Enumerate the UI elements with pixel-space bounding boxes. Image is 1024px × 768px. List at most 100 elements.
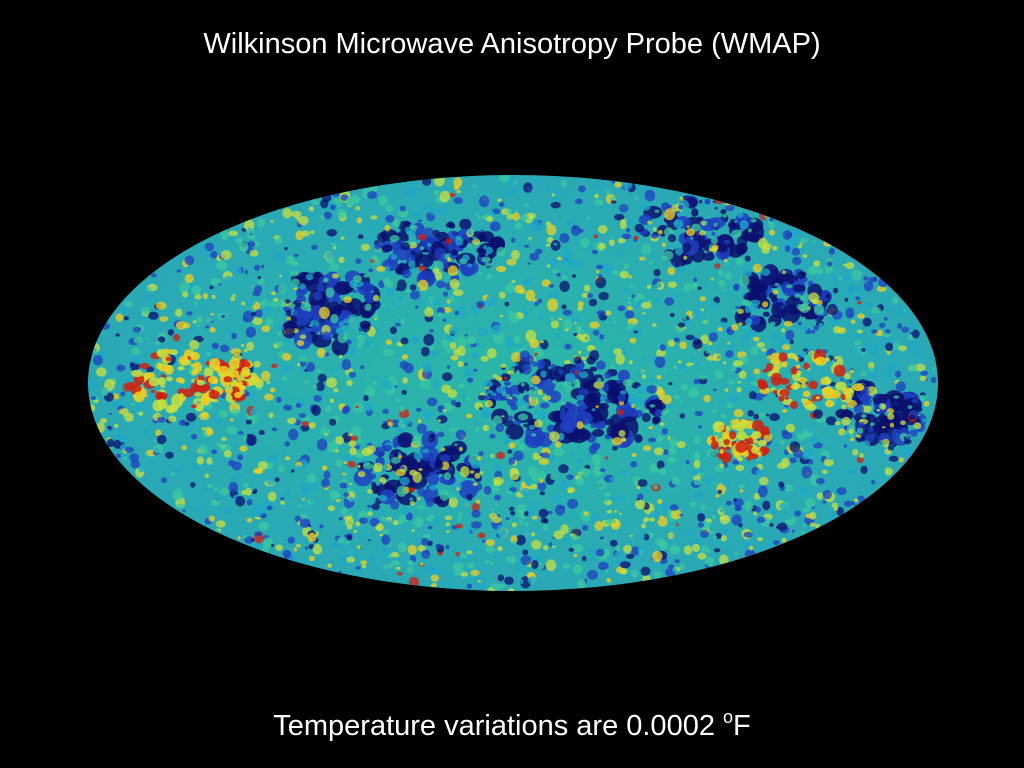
fluctuation-spot [220, 344, 230, 353]
fluctuation-spot [256, 517, 262, 520]
fluctuation-spot [497, 583, 506, 589]
fluctuation-spot [321, 331, 332, 341]
fluctuation-spot [724, 388, 729, 392]
fluctuation-spot [855, 434, 862, 438]
fluctuation-spot [221, 507, 232, 514]
fluctuation-spot [176, 503, 185, 509]
fluctuation-spot [692, 471, 699, 477]
fluctuation-spot [582, 525, 589, 531]
fluctuation-spot [116, 364, 126, 372]
fluctuation-spot [371, 255, 378, 262]
fluctuation-spot [595, 548, 605, 557]
fluctuation-spot [587, 293, 593, 298]
fluctuation-spot [360, 560, 368, 565]
fluctuation-spot [735, 257, 744, 266]
fluctuation-spot [360, 243, 370, 251]
fluctuation-spot [652, 323, 657, 327]
fluctuation-spot [226, 426, 237, 435]
fluctuation-spot [815, 267, 824, 274]
fluctuation-spot [794, 383, 801, 389]
fluctuation-spot [288, 428, 299, 441]
fluctuation-spot [316, 381, 325, 392]
fluctuation-spot [898, 345, 907, 352]
fluctuation-spot [705, 475, 715, 485]
fluctuation-spot [324, 405, 332, 412]
fluctuation-spot [234, 391, 242, 399]
fluctuation-spot [724, 258, 728, 263]
fluctuation-spot [908, 434, 912, 437]
fluctuation-spot [818, 322, 824, 329]
fluctuation-spot [614, 181, 622, 188]
fluctuation-spot [563, 247, 569, 252]
fluctuation-spot [755, 451, 762, 456]
fluctuation-spot [667, 266, 676, 276]
fluctuation-spot [149, 461, 154, 465]
fluctuation-spot [848, 428, 854, 435]
fluctuation-spot [246, 517, 253, 523]
fluctuation-spot [652, 550, 663, 563]
fluctuation-spot [781, 304, 801, 324]
fluctuation-spot [725, 425, 731, 432]
fluctuation-spot [230, 296, 236, 301]
fluctuation-spot [580, 237, 590, 248]
fluctuation-spot [758, 547, 763, 551]
fluctuation-spot [494, 494, 501, 501]
fluctuation-spot [634, 196, 639, 201]
fluctuation-spot [304, 546, 309, 550]
fluctuation-spot [661, 569, 666, 575]
fluctuation-spot [797, 271, 806, 280]
fluctuation-spot [642, 489, 647, 492]
fluctuation-spot [287, 536, 296, 544]
fluctuation-spot [123, 300, 133, 307]
fluctuation-spot [823, 458, 834, 467]
fluctuation-spot [271, 363, 278, 369]
fluctuation-spot [575, 198, 583, 205]
fluctuation-spot [387, 419, 392, 423]
fluctuation-spot [449, 342, 457, 350]
fluctuation-spot [734, 506, 742, 512]
fluctuation-spot [868, 426, 874, 433]
fluctuation-spot [746, 276, 759, 286]
fluctuation-spot [329, 489, 339, 501]
fluctuation-spot [238, 430, 244, 435]
fluctuation-spot [437, 419, 441, 423]
fluctuation-spot [517, 443, 526, 450]
fluctuation-spot [648, 299, 652, 302]
fluctuation-spot [477, 532, 486, 539]
fluctuation-spot [729, 430, 737, 440]
fluctuation-spot [448, 295, 455, 303]
fluctuation-spot [563, 271, 569, 276]
fluctuation-spot [512, 212, 520, 221]
fluctuation-spot [452, 482, 463, 492]
fluctuation-spot [633, 235, 639, 241]
fluctuation-spot [299, 482, 307, 489]
fluctuation-spot [534, 410, 540, 415]
fluctuation-spot [794, 510, 801, 517]
fluctuation-spot [205, 325, 210, 329]
fluctuation-spot [589, 321, 600, 329]
fluctuation-spot [612, 445, 618, 451]
fluctuation-spot [748, 545, 754, 551]
fluctuation-spot [393, 287, 397, 290]
fluctuation-spot [336, 367, 342, 371]
fluctuation-spot [627, 394, 639, 407]
fluctuation-spot [720, 535, 727, 542]
fluctuation-spot [416, 423, 427, 434]
fluctuation-spot [408, 260, 416, 269]
fluctuation-spot [683, 255, 688, 260]
fluctuation-spot [776, 462, 787, 470]
fluctuation-spot [531, 439, 541, 446]
fluctuation-spot [436, 415, 448, 424]
fluctuation-spot [585, 364, 590, 369]
fluctuation-spot [699, 375, 706, 380]
fluctuation-spot [375, 377, 382, 383]
fluctuation-spot [704, 200, 711, 205]
fluctuation-spot [437, 431, 445, 437]
fluctuation-spot [311, 325, 318, 332]
fluctuation-spot [424, 307, 434, 318]
fluctuation-spot [391, 336, 397, 344]
fluctuation-spot [668, 564, 675, 569]
fluctuation-spot [447, 257, 452, 262]
fluctuation-spot [379, 533, 384, 537]
fluctuation-spot [224, 386, 233, 394]
